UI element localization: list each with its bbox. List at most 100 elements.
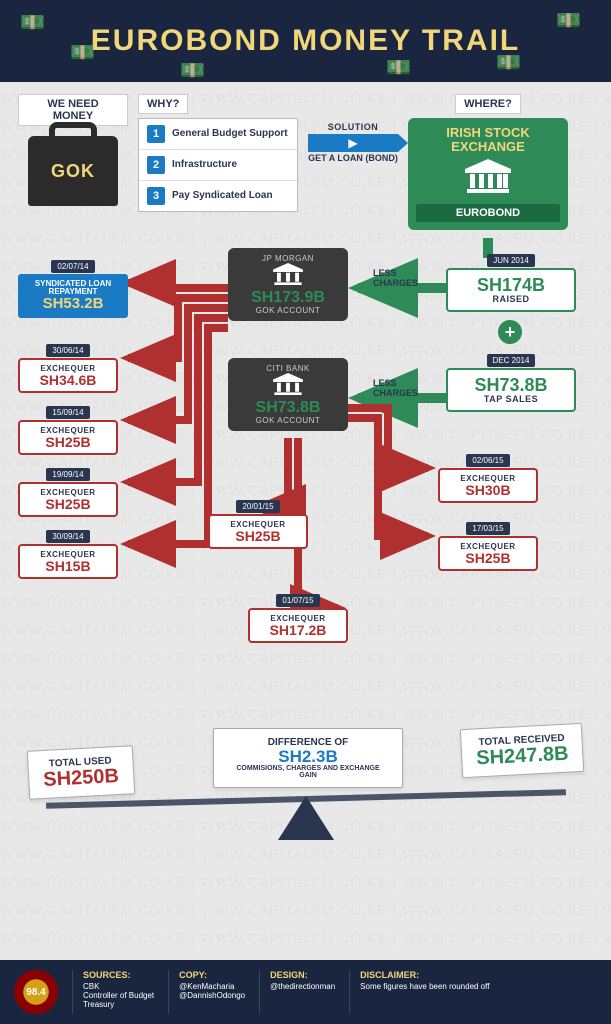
raised-amount: SH73.8B (454, 376, 568, 394)
bank-icon (271, 263, 305, 285)
flow-diagram: JP MORGAN SH173.9B GOK ACCOUNT CITI BANK… (18, 238, 593, 698)
exchequer-amount: SH34.6B (26, 373, 110, 387)
exchequer-box: 30/06/14EXCHEQUERSH34.6B (18, 340, 118, 393)
exchequer-box: 17/03/15EXCHEQUERSH25B (438, 518, 538, 571)
exchequer-amount: SH30B (446, 483, 530, 497)
date-tag: 01/07/15 (276, 594, 319, 607)
footer-heading: SOURCES: (83, 970, 154, 980)
why-item: 2Infrastructure (139, 150, 297, 181)
date-tag: 15/09/14 (46, 406, 89, 419)
tapsales-box: DEC 2014 SH73.8B TAP SALES (446, 350, 576, 412)
total-used-amount: SH250B (43, 766, 120, 790)
solution-column: SOLUTION ▶ GET A LOAN (BOND) (308, 94, 398, 164)
less-charges-label: LESS CHARGES (373, 378, 433, 398)
raised-box: JUN 2014 SH174B RAISED (446, 250, 576, 312)
footer-line: @DannishOdongo (179, 991, 245, 1000)
why-number: 2 (147, 156, 165, 174)
exchequer-box: 20/01/15EXCHEQUERSH25B (208, 496, 308, 549)
exchequer-amount: SH17.2B (256, 623, 340, 637)
exchequer-box: 15/09/14EXCHEQUERSH25B (18, 402, 118, 455)
footer-design: DESIGN: @thedirectionman (259, 970, 335, 1014)
jpmorgan-box: JP MORGAN SH173.9B GOK ACCOUNT (228, 248, 348, 321)
date-tag: JUN 2014 (487, 254, 535, 267)
exchange-box: IRISH STOCK EXCHANGE EUROBOND (408, 118, 568, 230)
exchequer-amount: SH25B (446, 551, 530, 565)
scale-area: TOTAL USED SH250B DIFFERENCE OF SH2.3B C… (18, 706, 593, 856)
date-tag: 17/03/15 (466, 522, 509, 535)
solution-label: SOLUTION (308, 94, 398, 132)
footer-sources: SOURCES: CBKController of BudgetTreasury (72, 970, 154, 1014)
bank-name: JP MORGAN (234, 254, 342, 263)
syndicated-box: 02/07/14 SYNDICATED LOAN REPAYMENT SH53.… (18, 256, 128, 319)
footer-line: Controller of Budget (83, 991, 154, 1000)
where-column: WHERE? IRISH STOCK EXCHANGE EUROBOND (408, 94, 568, 230)
raised-sub: TAP SALES (454, 394, 568, 404)
date-tag: 19/09/14 (46, 468, 89, 481)
why-item: 1General Budget Support (139, 119, 297, 150)
station-logo-icon: 98.4 (14, 970, 58, 1014)
footer-line: Treasury (83, 1000, 154, 1009)
top-row: WE NEED MONEY GOK WHY? 1General Budget S… (18, 94, 593, 230)
date-tag: 02/06/15 (466, 454, 509, 467)
bank-sub: GOK ACCOUNT (234, 306, 342, 315)
why-text: General Budget Support (172, 128, 288, 140)
bank-icon (463, 159, 513, 193)
footer-heading: DESIGN: (270, 970, 335, 980)
date-tag: 30/09/14 (46, 530, 89, 543)
footer-line: Some figures have been rounded off (360, 982, 489, 991)
diff-label: DIFFERENCE OF (228, 737, 388, 748)
footer-line: @thedirectionman (270, 982, 335, 991)
exchequer-box: 19/09/14EXCHEQUERSH25B (18, 464, 118, 517)
scale-fulcrum-icon (278, 796, 334, 840)
footer-disclaimer: DISCLAIMER: Some figures have been round… (349, 970, 489, 1014)
total-received-amount: SH247.8B (476, 743, 569, 768)
footer-line: @KenMacharia (179, 982, 245, 991)
footer-copy: COPY: @KenMacharia@DannishOdongo (168, 970, 245, 1014)
exchange-name: IRISH STOCK EXCHANGE (416, 126, 560, 155)
diff-sub: COMMISIONS, CHARGES AND EXCHANGE GAIN (228, 765, 388, 779)
total-received-box: TOTAL RECEIVED SH247.8B (460, 722, 585, 777)
bank-name: CITI BANK (234, 364, 342, 373)
why-label: WHY? (138, 94, 188, 114)
need-column: WE NEED MONEY GOK (18, 94, 128, 206)
raised-amount: SH174B (454, 276, 568, 294)
exchequer-amount: SH25B (26, 497, 110, 511)
solution-arrow-icon: ▶ (308, 134, 398, 152)
exchequer-amount: SH25B (26, 435, 110, 449)
raised-sub: RAISED (454, 294, 568, 304)
exchequer-amount: SH15B (26, 559, 110, 573)
exchequer-box: 02/06/15EXCHEQUERSH30B (438, 450, 538, 503)
difference-box: DIFFERENCE OF SH2.3B COMMISIONS, CHARGES… (213, 728, 403, 788)
date-tag: 20/01/15 (236, 500, 279, 513)
footer-line: CBK (83, 982, 154, 991)
date-tag: DEC 2014 (487, 354, 536, 367)
bank-sub: GOK ACCOUNT (234, 416, 342, 425)
date-tag: 30/06/14 (46, 344, 89, 357)
page-title: EUROBOND MONEY TRAIL (91, 24, 520, 58)
less-charges-label: LESS CHARGES (373, 268, 433, 288)
bank-amount: SH73.8B (234, 400, 342, 416)
footer: 98.4 SOURCES: CBKController of BudgetTre… (0, 960, 611, 1024)
header: 💵 💵 💵 💵 💵 💵 EUROBOND MONEY TRAIL (0, 0, 611, 82)
syndicated-label: SYNDICATED LOAN REPAYMENT (22, 280, 124, 296)
solution-text: GET A LOAN (BOND) (308, 154, 398, 164)
total-used-box: TOTAL USED SH250B (27, 745, 135, 799)
bank-amount: SH173.9B (234, 290, 342, 306)
citibank-box: CITI BANK SH73.8B GOK ACCOUNT (228, 358, 348, 431)
bank-icon (271, 373, 305, 395)
where-label: WHERE? (455, 94, 521, 114)
footer-heading: COPY: (179, 970, 245, 980)
exchequer-box: 30/09/14EXCHEQUERSH15B (18, 526, 118, 579)
briefcase-icon: GOK (28, 136, 118, 206)
plus-icon: + (498, 320, 522, 344)
date-tag: 02/07/14 (51, 260, 94, 273)
why-column: WHY? 1General Budget Support2Infrastruct… (138, 94, 298, 212)
gok-label: GOK (51, 161, 95, 182)
why-item: 3 Pay Syndicated Loan (139, 181, 297, 211)
why-text: Pay Syndicated Loan (172, 190, 273, 202)
footer-heading: DISCLAIMER: (360, 970, 489, 980)
exchequer-amount: SH25B (216, 529, 300, 543)
why-number: 3 (147, 187, 165, 205)
eurobond-label: EUROBOND (416, 204, 560, 222)
syndicated-amount: SH53.2B (22, 296, 124, 313)
